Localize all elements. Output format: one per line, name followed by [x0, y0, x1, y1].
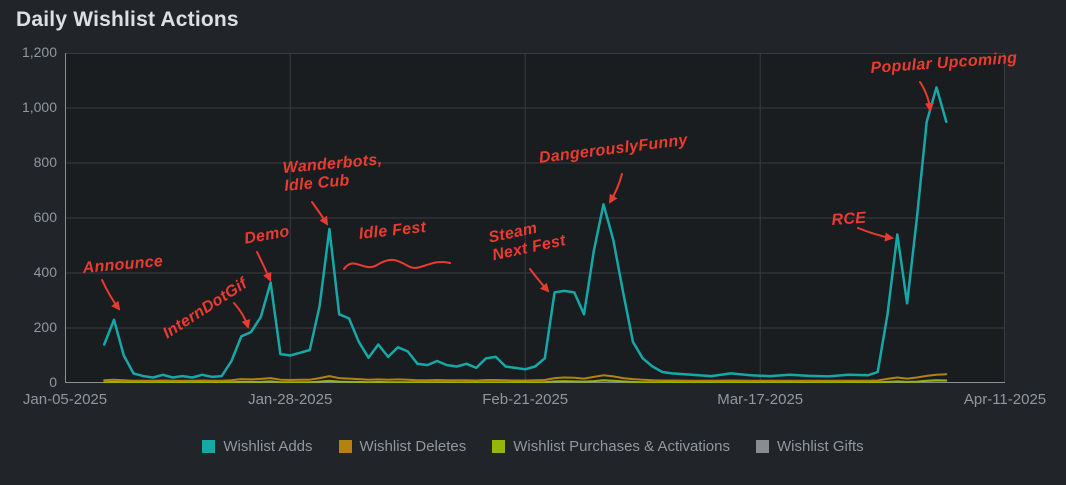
legend-swatch-icon	[492, 440, 506, 453]
x-tick-label: Apr-11-2025	[963, 391, 1047, 408]
series-line-wishlist-deletes	[103, 373, 948, 382]
legend-label: Wishlist Gifts	[776, 438, 864, 455]
legend-swatch-icon	[755, 440, 769, 453]
x-tick-label: Mar-17-2025	[717, 391, 804, 408]
legend-item-wishlist-gifts[interactable]: Wishlist Gifts	[755, 438, 864, 455]
y-tick-label: 200	[33, 319, 57, 335]
legend-swatch-icon	[338, 440, 352, 453]
x-tick-label: Jan-05-2025	[22, 391, 108, 408]
series-line-wishlist-purchases-activations	[103, 379, 948, 383]
legend-item-wishlist-adds[interactable]: Wishlist Adds	[202, 438, 313, 455]
annotation-7: RCE	[831, 209, 867, 229]
y-tick-label: 0	[49, 374, 57, 390]
legend-swatch-icon	[202, 440, 216, 453]
y-tick-label: 600	[33, 209, 57, 225]
legend: Wishlist Adds Wishlist Deletes Wishlist Pu…	[0, 438, 1066, 455]
series-line-wishlist-adds	[102, 86, 948, 379]
page-title: Daily Wishlist Actions	[16, 8, 239, 31]
y-tick-label: 1,200	[21, 44, 57, 60]
y-tick-label: 1,000	[21, 99, 57, 115]
legend-label: Wishlist Purchases & Activations	[513, 438, 730, 455]
legend-item-wishlist-deletes[interactable]: Wishlist Deletes	[338, 438, 467, 455]
y-tick-label: 800	[33, 154, 57, 170]
x-tick-label: Feb-21-2025	[482, 391, 569, 408]
x-tick-label: Jan-28-2025	[248, 391, 333, 408]
plot-svg	[65, 53, 1005, 383]
legend-label: Wishlist Deletes	[359, 438, 467, 455]
y-tick-label: 400	[33, 264, 57, 280]
legend-item-wishlist-purchases-activations[interactable]: Wishlist Purchases & Activations	[492, 438, 730, 455]
legend-label: Wishlist Adds	[223, 438, 313, 455]
